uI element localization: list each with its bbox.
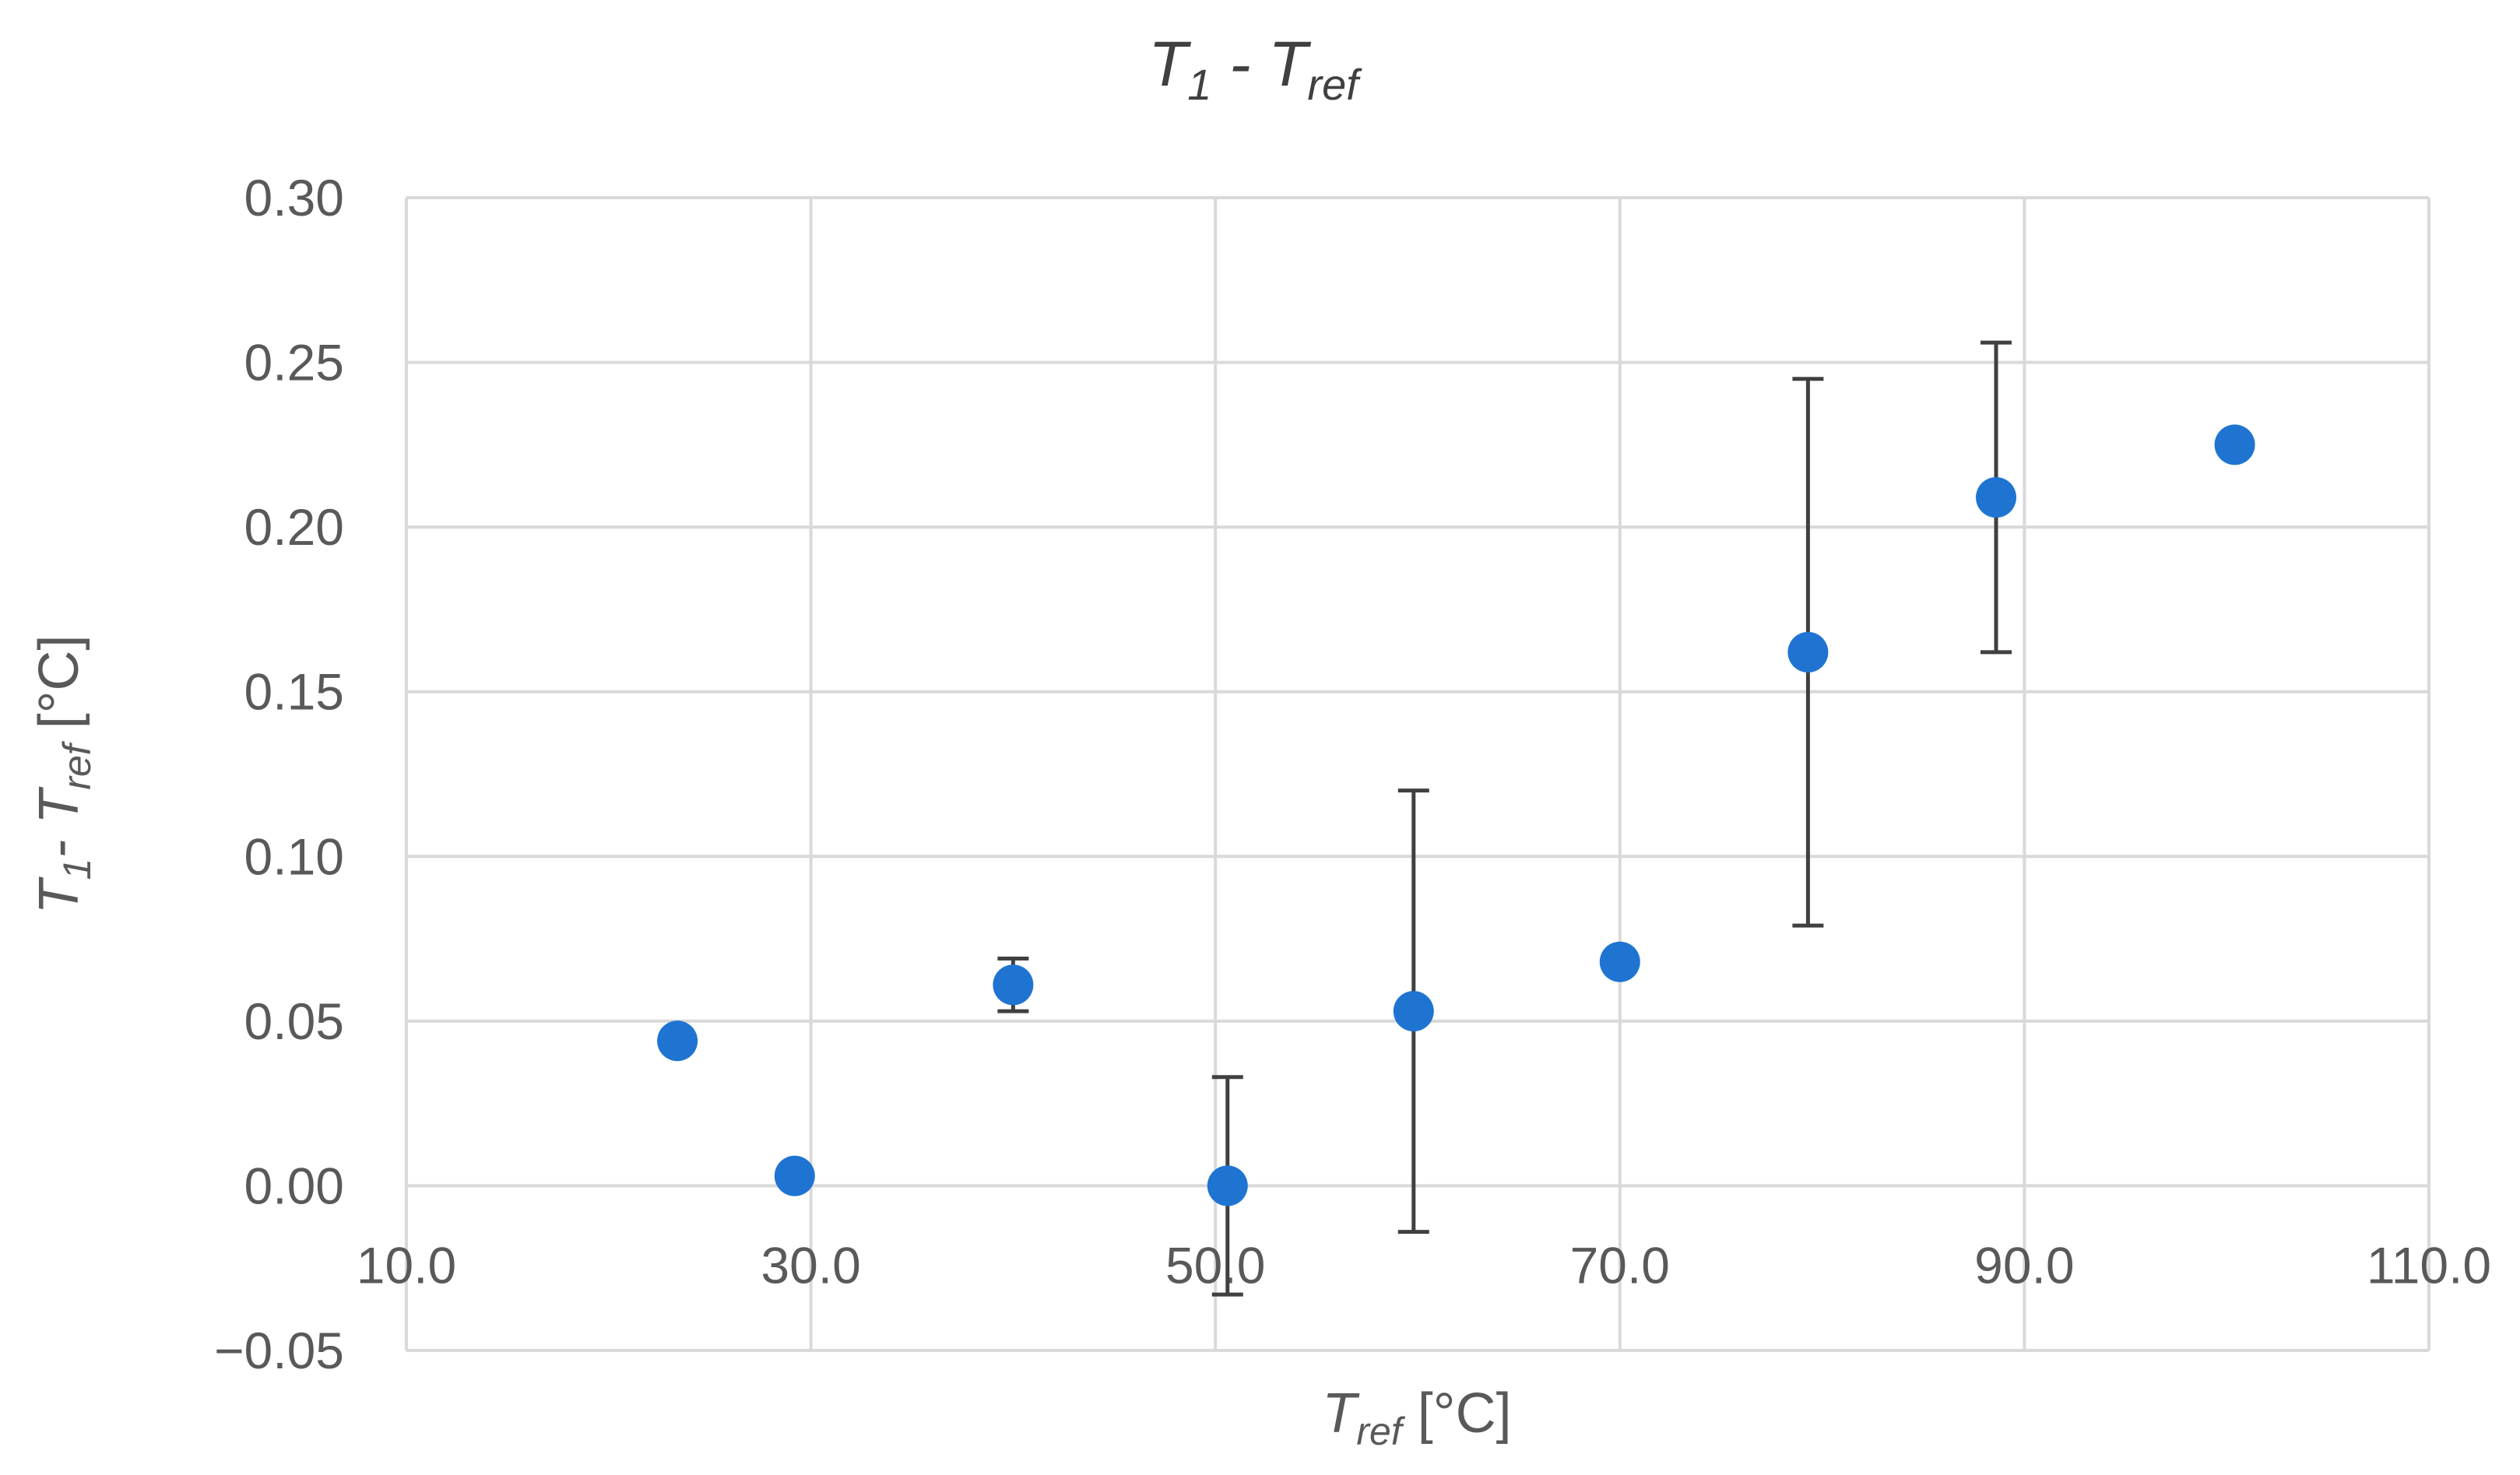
y-tick-label: 0.25 [244,334,344,392]
y-tick-label: 0.05 [244,992,344,1050]
data-point [1787,631,1829,673]
y-tick-label: 0.00 [244,1157,344,1214]
data-point [774,1155,815,1196]
x-tick-label: 90.0 [1974,1236,2074,1294]
data-point [2214,424,2255,465]
y-tick-label: −0.05 [214,1322,344,1379]
x-tick-label: 50.0 [1165,1236,1265,1294]
data-point [1599,941,1640,982]
x-tick-labels: 10.0 30.0 50.0 70.0 90.0 110.0 [357,1236,2491,1294]
y-tick-label: 0.15 [244,663,344,721]
y-tick-label: 0.30 [244,169,344,227]
y-tick-labels: 0.30 0.25 0.20 0.15 0.10 0.05 0.00 −0.05 [214,169,344,1379]
chart-title: T1 - Tref [1148,29,1362,109]
x-tick-label: 30.0 [761,1236,860,1294]
data-point [657,1020,698,1062]
data-point [1976,477,2017,518]
x-tick-label: 70.0 [1570,1236,1670,1294]
x-axis-label: Tref [°C] [1322,1382,1511,1453]
y-tick-label: 0.10 [244,827,344,885]
gridlines [405,196,2430,1352]
data-point [1393,991,1434,1032]
data-point [1207,1165,1248,1206]
x-tick-label: 10.0 [357,1236,456,1294]
y-axis-label: T1- Tref [°C] [28,635,99,915]
x-tick-label: 110.0 [2367,1236,2491,1294]
data-points [657,424,2255,1206]
y-tick-label: 0.20 [244,498,344,556]
data-point [993,964,1034,1006]
